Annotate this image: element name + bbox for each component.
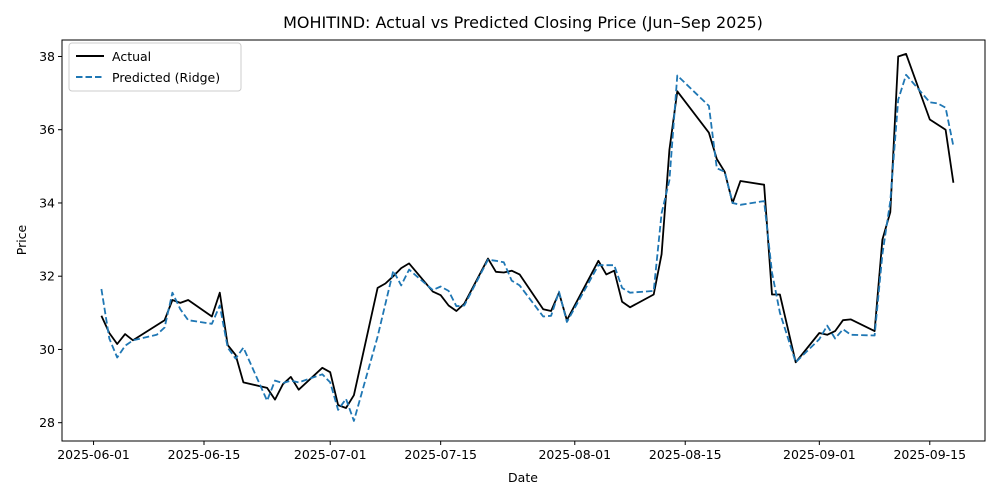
legend-box <box>68 42 242 92</box>
chart-title: MOHITIND: Actual vs Predicted Closing Pr… <box>283 13 763 32</box>
x-tick-label: 2025-06-01 <box>57 447 130 462</box>
x-tick-label: 2025-09-01 <box>783 447 856 462</box>
plot-frame <box>61 39 986 442</box>
y-tick-label: 36 <box>39 122 55 137</box>
y-tick-label: 34 <box>39 195 55 210</box>
x-axis-label: Date <box>508 470 538 485</box>
x-tick-label: 2025-09-15 <box>893 447 966 462</box>
x-tick-label: 2025-06-15 <box>168 447 241 462</box>
marks-layer <box>100 53 955 422</box>
legend-label-predicted: Predicted (Ridge) <box>112 70 220 85</box>
axes-layer: 2025-06-01 2025-06-15 2025-07-01 2025-07-15… <box>39 49 966 462</box>
y-tick-label: 28 <box>39 415 55 430</box>
y-axis-label: Price <box>14 224 29 255</box>
plot-area <box>62 40 985 441</box>
legend-label-actual: Actual <box>112 49 151 64</box>
series-line-predicted <box>100 73 955 422</box>
x-tick-label: 2025-08-01 <box>538 447 611 462</box>
legend: Actual Predicted (Ridge) <box>68 42 242 92</box>
y-tick-label: 32 <box>39 269 55 284</box>
y-tick-label: 30 <box>39 342 55 357</box>
y-tick-label: 38 <box>39 49 55 64</box>
x-tick-label: 2025-08-15 <box>649 447 722 462</box>
x-tick-label: 2025-07-01 <box>294 447 367 462</box>
x-tick-label: 2025-07-15 <box>404 447 477 462</box>
